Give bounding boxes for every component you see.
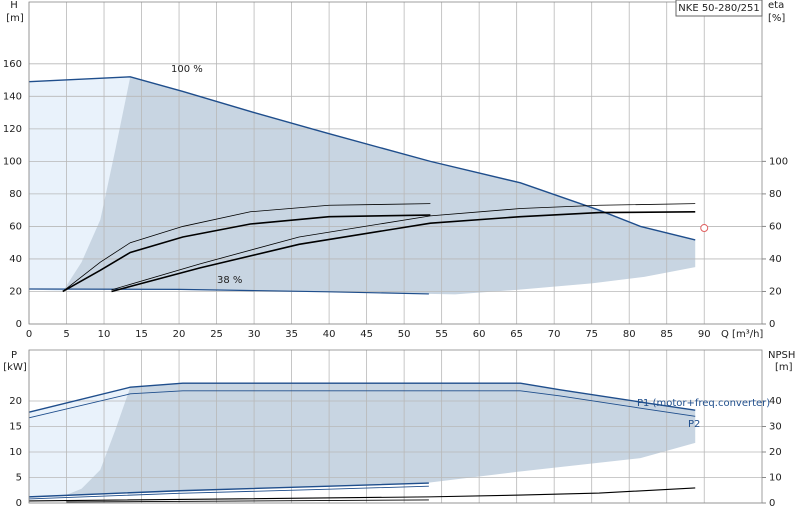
x-tick-label: 65 xyxy=(510,329,523,340)
x-tick-label: 55 xyxy=(435,329,448,340)
series-label: P1 (motor+freq.converter) xyxy=(637,398,770,409)
y2-axis-label: eta xyxy=(768,0,784,11)
y-tick-label: 120 xyxy=(3,124,22,135)
curve xyxy=(111,210,696,293)
x-tick-label: 45 xyxy=(360,329,373,340)
curve xyxy=(28,487,696,502)
curve xyxy=(62,203,431,292)
curve xyxy=(28,482,429,498)
y-tick-label: 80 xyxy=(9,189,22,200)
x-tick-label: 35 xyxy=(285,329,298,340)
x-tick-label: 80 xyxy=(623,329,636,340)
title-box xyxy=(675,0,763,17)
y-tick-label: 140 xyxy=(3,91,22,102)
y2-tick-label: 80 xyxy=(769,189,782,200)
annotation: 100 % xyxy=(171,64,203,75)
y-axis-unit: [kW] xyxy=(3,362,27,373)
y2-tick-label: 40 xyxy=(769,254,782,265)
y-tick-label: 15 xyxy=(9,422,22,433)
x-tick-label: 25 xyxy=(210,329,223,340)
curve xyxy=(28,390,696,419)
plot-frame xyxy=(28,1,763,325)
y2-tick-label: 0 xyxy=(769,498,775,509)
y2-tick-label: 30 xyxy=(769,422,782,433)
x-tick-label: 0 xyxy=(26,329,32,340)
y-tick-label: 20 xyxy=(9,286,22,297)
plot-frame xyxy=(28,349,763,504)
x-tick-label: 70 xyxy=(548,329,561,340)
y-tick-label: 100 xyxy=(3,156,22,167)
y-tick-label: 5 xyxy=(16,473,22,484)
y2-axis-unit: [%] xyxy=(768,13,785,24)
duty-point xyxy=(700,224,709,233)
x-tick-label: 50 xyxy=(398,329,411,340)
y2-tick-label: 60 xyxy=(769,221,782,232)
y2-tick-label: 100 xyxy=(769,156,788,167)
curve xyxy=(111,203,696,291)
x-tick-label: 75 xyxy=(585,329,598,340)
y-tick-label: 20 xyxy=(9,396,22,407)
series-label: P2 xyxy=(688,419,700,430)
y2-tick-label: 0 xyxy=(769,319,775,330)
x-tick-label: 40 xyxy=(323,329,336,340)
y2-tick-label: 20 xyxy=(769,447,782,458)
y2-axis-label: NPSH xyxy=(768,350,795,361)
curve xyxy=(28,76,696,241)
area xyxy=(29,383,696,497)
y2-tick-label: 10 xyxy=(769,473,782,484)
x-axis-label: Q [m³/h] xyxy=(721,329,763,340)
curve xyxy=(62,214,431,293)
area xyxy=(29,76,696,295)
y-axis-label: P xyxy=(11,350,17,361)
area xyxy=(29,387,131,497)
x-tick-label: 5 xyxy=(63,329,69,340)
curve xyxy=(28,288,429,295)
y-tick-label: 0 xyxy=(16,319,22,330)
curve xyxy=(66,499,429,503)
y-tick-label: 160 xyxy=(3,59,22,70)
x-tick-label: 85 xyxy=(660,329,673,340)
x-tick-label: 20 xyxy=(173,329,186,340)
y2-tick-label: 40 xyxy=(769,396,782,407)
y2-axis-unit: [m] xyxy=(775,362,793,373)
y-axis-label: H xyxy=(10,0,18,11)
y-tick-label: 60 xyxy=(9,221,22,232)
x-tick-label: 15 xyxy=(135,329,148,340)
y-axis-unit: [m] xyxy=(6,13,24,24)
y-tick-label: 10 xyxy=(9,447,22,458)
x-tick-label: 90 xyxy=(698,329,711,340)
x-tick-label: 60 xyxy=(473,329,486,340)
x-tick-label: 30 xyxy=(248,329,261,340)
annotation: 38 % xyxy=(217,275,242,286)
x-tick-label: 10 xyxy=(98,329,111,340)
curve xyxy=(28,382,696,413)
y-tick-label: 40 xyxy=(9,254,22,265)
chart-title: NKE 50-280/251 xyxy=(678,3,759,14)
area xyxy=(29,76,131,292)
y2-tick-label: 20 xyxy=(769,286,782,297)
y-tick-label: 0 xyxy=(16,498,22,509)
curve xyxy=(28,485,429,500)
